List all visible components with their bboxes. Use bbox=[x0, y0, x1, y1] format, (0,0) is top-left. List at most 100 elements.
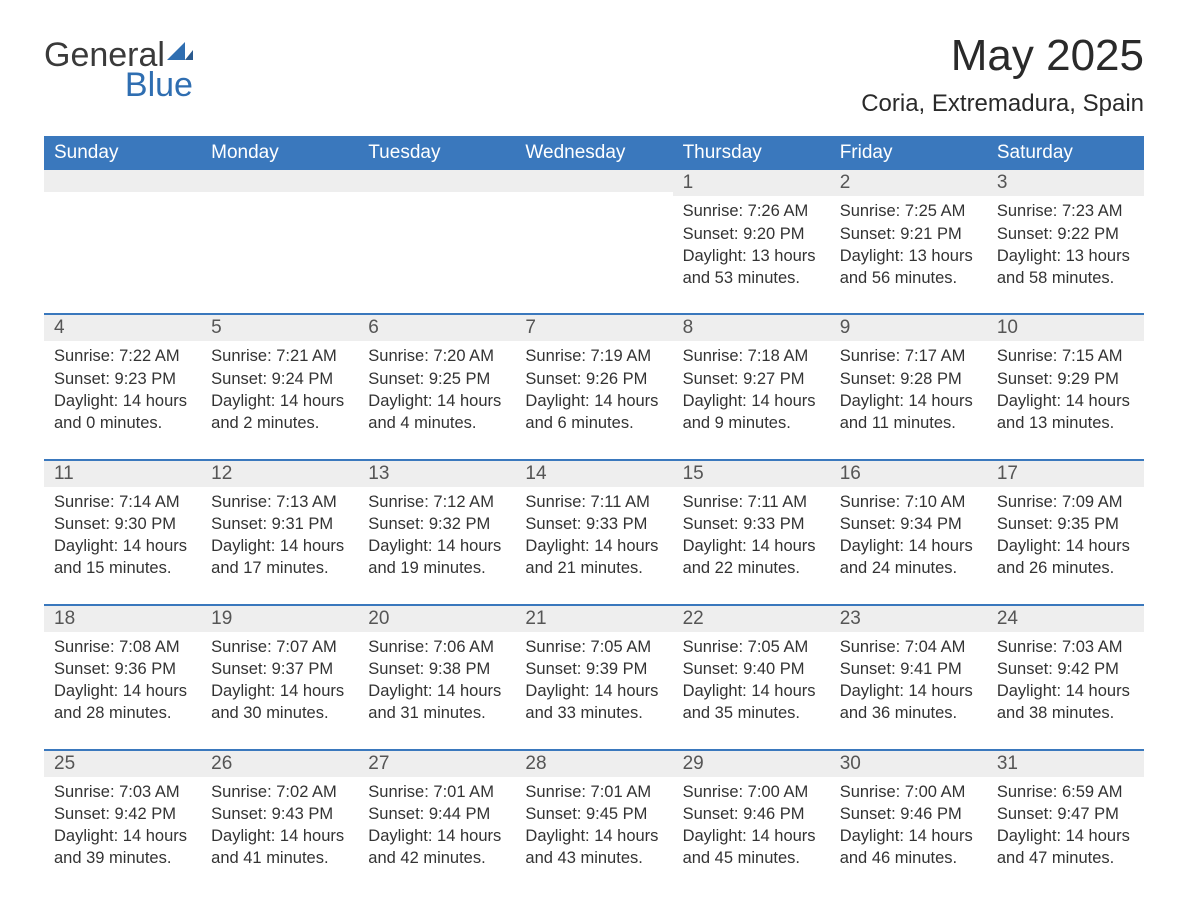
day-number-row: 30 bbox=[830, 751, 987, 777]
calendar-day: 31Sunrise: 6:59 AMSunset: 9:47 PMDayligh… bbox=[987, 751, 1144, 880]
day-number: 27 bbox=[368, 753, 389, 774]
day-info: Sunrise: 7:19 AMSunset: 9:26 PMDaylight:… bbox=[525, 345, 662, 434]
sunrise-text: Sunrise: 7:21 AM bbox=[211, 345, 348, 367]
day-number-row bbox=[201, 170, 358, 192]
daylight-line-2: and 9 minutes. bbox=[683, 412, 820, 434]
day-number-row: 14 bbox=[515, 461, 672, 487]
sunrise-text: Sunrise: 7:00 AM bbox=[840, 781, 977, 803]
day-number: 24 bbox=[997, 608, 1018, 629]
day-header-monday: Monday bbox=[201, 136, 358, 170]
daylight-line-1: Daylight: 14 hours bbox=[211, 825, 348, 847]
day-number-row: 6 bbox=[358, 315, 515, 341]
day-number-row: 17 bbox=[987, 461, 1144, 487]
sunset-text: Sunset: 9:27 PM bbox=[683, 368, 820, 390]
daylight-line-1: Daylight: 13 hours bbox=[683, 245, 820, 267]
daylight-line-1: Daylight: 14 hours bbox=[368, 680, 505, 702]
day-number-row: 11 bbox=[44, 461, 201, 487]
day-info: Sunrise: 7:15 AMSunset: 9:29 PMDaylight:… bbox=[997, 345, 1134, 434]
day-number: 15 bbox=[683, 463, 704, 484]
day-info: Sunrise: 7:01 AMSunset: 9:45 PMDaylight:… bbox=[525, 781, 662, 870]
day-number-row: 18 bbox=[44, 606, 201, 632]
calendar-day: 19Sunrise: 7:07 AMSunset: 9:37 PMDayligh… bbox=[201, 606, 358, 735]
sunset-text: Sunset: 9:37 PM bbox=[211, 658, 348, 680]
day-info: Sunrise: 7:25 AMSunset: 9:21 PMDaylight:… bbox=[840, 200, 977, 289]
day-info: Sunrise: 7:13 AMSunset: 9:31 PMDaylight:… bbox=[211, 491, 348, 580]
title-block: May 2025 Coria, Extremadura, Spain bbox=[861, 32, 1144, 118]
sunrise-text: Sunrise: 7:25 AM bbox=[840, 200, 977, 222]
day-number: 8 bbox=[683, 317, 694, 338]
day-number: 12 bbox=[211, 463, 232, 484]
daylight-line-2: and 30 minutes. bbox=[211, 702, 348, 724]
daylight-line-2: and 28 minutes. bbox=[54, 702, 191, 724]
day-number-row bbox=[515, 170, 672, 192]
daylight-line-2: and 0 minutes. bbox=[54, 412, 191, 434]
daylight-line-1: Daylight: 14 hours bbox=[54, 535, 191, 557]
sunrise-text: Sunrise: 7:20 AM bbox=[368, 345, 505, 367]
sunset-text: Sunset: 9:26 PM bbox=[525, 368, 662, 390]
day-info: Sunrise: 7:23 AMSunset: 9:22 PMDaylight:… bbox=[997, 200, 1134, 289]
day-number: 9 bbox=[840, 317, 851, 338]
sunset-text: Sunset: 9:34 PM bbox=[840, 513, 977, 535]
sunset-text: Sunset: 9:33 PM bbox=[525, 513, 662, 535]
day-info: Sunrise: 7:05 AMSunset: 9:39 PMDaylight:… bbox=[525, 636, 662, 725]
calendar-day: 26Sunrise: 7:02 AMSunset: 9:43 PMDayligh… bbox=[201, 751, 358, 880]
sunrise-text: Sunrise: 7:13 AM bbox=[211, 491, 348, 513]
day-number: 3 bbox=[997, 172, 1008, 193]
sunrise-text: Sunrise: 7:06 AM bbox=[368, 636, 505, 658]
day-info: Sunrise: 7:06 AMSunset: 9:38 PMDaylight:… bbox=[368, 636, 505, 725]
day-number: 20 bbox=[368, 608, 389, 629]
calendar-day: 7 Sunrise: 7:19 AMSunset: 9:26 PMDaylight… bbox=[515, 315, 672, 444]
daylight-line-2: and 47 minutes. bbox=[997, 847, 1134, 869]
sunset-text: Sunset: 9:29 PM bbox=[997, 368, 1134, 390]
calendar-day: 28 Sunrise: 7:01 AMSunset: 9:45 PMDayligh… bbox=[515, 751, 672, 880]
brand-logo: General Blue bbox=[44, 32, 193, 102]
calendar-day: 12 Sunrise: 7:13 AMSunset: 9:31 PMDayligh… bbox=[201, 461, 358, 590]
sunset-text: Sunset: 9:24 PM bbox=[211, 368, 348, 390]
daylight-line-2: and 15 minutes. bbox=[54, 557, 191, 579]
daylight-line-1: Daylight: 14 hours bbox=[368, 535, 505, 557]
daylight-line-2: and 46 minutes. bbox=[840, 847, 977, 869]
day-info: Sunrise: 7:08 AMSunset: 9:36 PMDaylight:… bbox=[54, 636, 191, 725]
sunrise-text: Sunrise: 7:11 AM bbox=[683, 491, 820, 513]
daylight-line-2: and 2 minutes. bbox=[211, 412, 348, 434]
sunset-text: Sunset: 9:46 PM bbox=[683, 803, 820, 825]
day-info: Sunrise: 7:09 AMSunset: 9:35 PMDaylight:… bbox=[997, 491, 1134, 580]
daylight-line-2: and 19 minutes. bbox=[368, 557, 505, 579]
day-number-row: 7 bbox=[515, 315, 672, 341]
day-number-row: 3 bbox=[987, 170, 1144, 196]
day-info: Sunrise: 7:01 AMSunset: 9:44 PMDaylight:… bbox=[368, 781, 505, 870]
location-subtitle: Coria, Extremadura, Spain bbox=[861, 90, 1144, 118]
calendar-day-empty bbox=[358, 170, 515, 299]
day-info: Sunrise: 7:00 AMSunset: 9:46 PMDaylight:… bbox=[683, 781, 820, 870]
sunrise-text: Sunrise: 7:10 AM bbox=[840, 491, 977, 513]
day-number-row: 16 bbox=[830, 461, 987, 487]
calendar-day-empty bbox=[515, 170, 672, 299]
day-number: 2 bbox=[840, 172, 851, 193]
day-number-row: 24 bbox=[987, 606, 1144, 632]
calendar-day: 22Sunrise: 7:05 AMSunset: 9:40 PMDayligh… bbox=[673, 606, 830, 735]
sunrise-text: Sunrise: 7:22 AM bbox=[54, 345, 191, 367]
day-number-row: 28 bbox=[515, 751, 672, 777]
calendar-day: 20 Sunrise: 7:06 AMSunset: 9:38 PMDayligh… bbox=[358, 606, 515, 735]
sunrise-text: Sunrise: 7:11 AM bbox=[525, 491, 662, 513]
sunrise-text: Sunrise: 7:15 AM bbox=[997, 345, 1134, 367]
brand-mark-icon bbox=[167, 38, 193, 64]
sunset-text: Sunset: 9:36 PM bbox=[54, 658, 191, 680]
calendar-day: 13Sunrise: 7:12 AMSunset: 9:32 PMDayligh… bbox=[358, 461, 515, 590]
daylight-line-2: and 43 minutes. bbox=[525, 847, 662, 869]
calendar: Sunday Monday Tuesday Wednesday Thursday… bbox=[44, 136, 1144, 879]
daylight-line-2: and 11 minutes. bbox=[840, 412, 977, 434]
calendar-week: 1Sunrise: 7:26 AMSunset: 9:20 PMDaylight… bbox=[44, 170, 1144, 299]
calendar-day: 21Sunrise: 7:05 AMSunset: 9:39 PMDayligh… bbox=[515, 606, 672, 735]
daylight-line-1: Daylight: 14 hours bbox=[997, 535, 1134, 557]
daylight-line-1: Daylight: 14 hours bbox=[211, 535, 348, 557]
day-number: 23 bbox=[840, 608, 861, 629]
daylight-line-1: Daylight: 14 hours bbox=[840, 825, 977, 847]
day-info: Sunrise: 7:00 AMSunset: 9:46 PMDaylight:… bbox=[840, 781, 977, 870]
calendar-day: 3 Sunrise: 7:23 AMSunset: 9:22 PMDaylight… bbox=[987, 170, 1144, 299]
daylight-line-2: and 6 minutes. bbox=[525, 412, 662, 434]
sunrise-text: Sunrise: 7:17 AM bbox=[840, 345, 977, 367]
calendar-header-row: Sunday Monday Tuesday Wednesday Thursday… bbox=[44, 136, 1144, 170]
sunrise-text: Sunrise: 7:19 AM bbox=[525, 345, 662, 367]
day-number: 18 bbox=[54, 608, 75, 629]
